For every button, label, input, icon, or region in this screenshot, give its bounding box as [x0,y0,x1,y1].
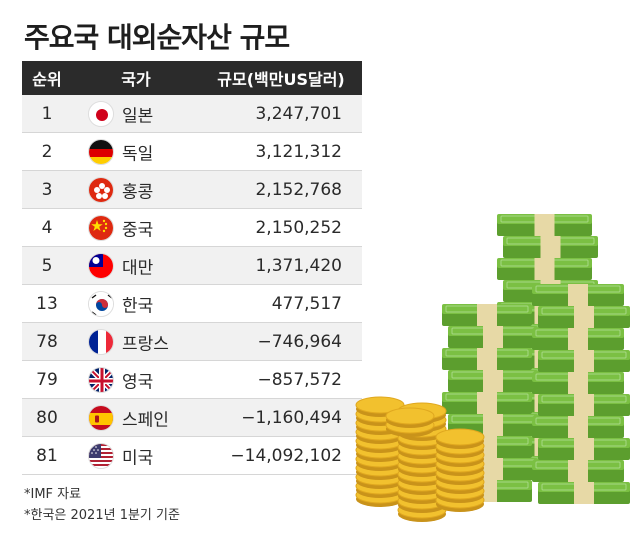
uk-flag-icon [88,366,114,393]
table-row: 78 프랑스 −746,964 [22,322,362,361]
country-name: 홍콩 [122,182,154,202]
france-flag-icon [88,328,114,355]
country-name: 프랑스 [122,334,169,354]
money-illustration [355,214,630,522]
rank-cell: 81 [22,436,72,475]
table-row: 2 독일 3,121,312 [22,132,362,171]
china-flag-icon [88,214,114,241]
country-name: 일본 [122,106,154,126]
country-name: 스페인 [122,410,169,430]
table-row: 79 영국 −857,572 [22,360,362,399]
country-cell: 대만 [72,246,200,285]
country-cell: 영국 [72,360,200,399]
country-cell: 프랑스 [72,322,200,361]
country-cell: 한국 [72,284,200,323]
rank-cell: 2 [22,132,72,171]
value-cell: −14,092,102 [200,436,362,475]
assets-table: 순위 국가 규모(백만US달러) 1 일본 3,247,701 2 독일 3,121,31… [22,61,362,475]
value-cell: −1,160,494 [200,398,362,437]
country-cell: 미국 [72,436,200,475]
value-cell: 3,247,701 [200,95,362,133]
country-cell: 스페인 [72,398,200,437]
country-name: 미국 [122,448,154,468]
table-row: 3 홍콩 2,152,768 [22,170,362,209]
table-row: 13 한국 477,517 [22,284,362,323]
footnote-source: *IMF 자료 [24,487,82,502]
value-cell: 2,150,252 [200,208,362,247]
rank-cell: 3 [22,170,72,209]
germany-flag-icon [88,138,114,165]
table-row: 81 미국 −14,092,102 [22,436,362,475]
table-row: 4 중국 2,150,252 [22,208,362,247]
rank-cell: 4 [22,208,72,247]
value-cell: 1,371,420 [200,246,362,285]
value-cell: 2,152,768 [200,170,362,209]
rank-cell: 13 [22,284,72,323]
column-header-rank: 순위 [22,61,72,95]
taiwan-flag-icon [88,252,114,279]
usa-flag-icon [88,442,114,469]
rank-cell: 5 [22,246,72,285]
country-name: 영국 [122,372,154,392]
country-cell: 일본 [72,95,200,133]
table-header-row: 순위 국가 규모(백만US달러) [22,61,362,95]
value-cell: −857,572 [200,360,362,399]
hong-kong-flag-icon [88,176,114,203]
country-name: 대만 [122,258,154,278]
page-title: 주요국 대외순자산 규모 [24,21,290,54]
rank-cell: 1 [22,95,72,133]
country-name: 독일 [122,144,154,164]
rank-cell: 80 [22,398,72,437]
value-cell: 3,121,312 [200,132,362,171]
country-name: 한국 [122,296,154,316]
table-row: 1 일본 3,247,701 [22,95,362,133]
table-row: 80 스페인 −1,160,494 [22,398,362,437]
rank-cell: 78 [22,322,72,361]
country-cell: 중국 [72,208,200,247]
spain-flag-icon [88,404,114,431]
column-header-country: 국가 [72,61,200,95]
korea-flag-icon [88,290,114,317]
country-cell: 독일 [72,132,200,171]
rank-cell: 79 [22,360,72,399]
table-row: 5 대만 1,371,420 [22,246,362,285]
japan-flag-icon [88,100,114,127]
country-cell: 홍콩 [72,170,200,209]
country-name: 중국 [122,220,154,240]
column-header-value: 규모(백만US달러) [200,61,362,95]
footnote-korea: *한국은 2021년 1분기 기준 [24,508,180,523]
value-cell: −746,964 [200,322,362,361]
value-cell: 477,517 [200,284,362,323]
footnotes: *IMF 자료 *한국은 2021년 1분기 기준 [24,484,180,526]
coin-stacks [355,396,485,522]
